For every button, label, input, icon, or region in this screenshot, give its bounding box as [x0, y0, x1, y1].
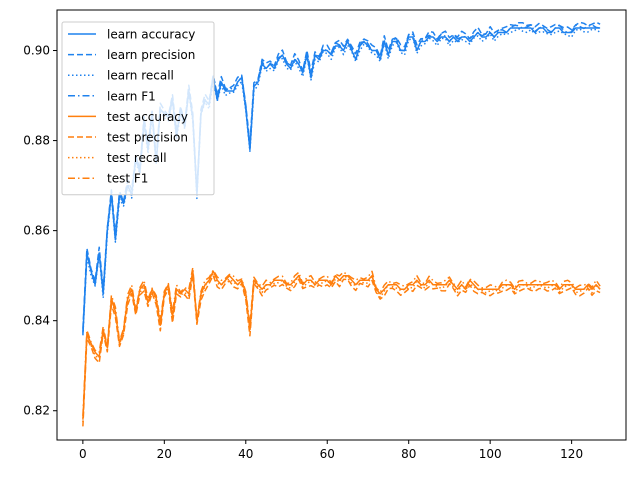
- y-tick-label: 0.82: [23, 404, 50, 418]
- y-tick-label: 0.90: [23, 44, 50, 58]
- legend-box: [61, 21, 215, 196]
- legend-label: learn recall: [107, 69, 174, 83]
- x-tick-label: 120: [560, 447, 583, 461]
- series-line-learn-f1: [82, 24, 601, 333]
- legend-label: learn precision: [107, 48, 195, 62]
- legend-label: test F1: [107, 172, 148, 186]
- x-tick-label: 0: [79, 447, 87, 461]
- y-tick-label: 0.84: [23, 314, 50, 328]
- x-tick-label: 20: [157, 447, 172, 461]
- x-tick-label: 100: [479, 447, 502, 461]
- legend-label: learn accuracy: [107, 28, 195, 42]
- series-line-test-precision: [82, 274, 601, 427]
- legend: learn accuracy learn precision learn recal…: [61, 21, 215, 196]
- legend-label: test recall: [107, 151, 167, 165]
- plot-frame: [56, 9, 627, 441]
- x-tick-label: 60: [320, 447, 335, 461]
- x-axis: 0 20 40 60 80 100 120: [79, 440, 583, 461]
- x-tick-label: 80: [401, 447, 416, 461]
- legend-label: test accuracy: [107, 110, 188, 124]
- legend-label: test precision: [107, 131, 188, 145]
- y-tick-label: 0.88: [23, 134, 50, 148]
- x-tick-label: 40: [238, 447, 253, 461]
- y-tick-label: 0.86: [23, 224, 50, 238]
- legend-label: learn F1: [107, 89, 156, 103]
- series-line-test-f1: [82, 266, 601, 416]
- y-axis: 0.82 0.84 0.86 0.88 0.90: [23, 44, 57, 418]
